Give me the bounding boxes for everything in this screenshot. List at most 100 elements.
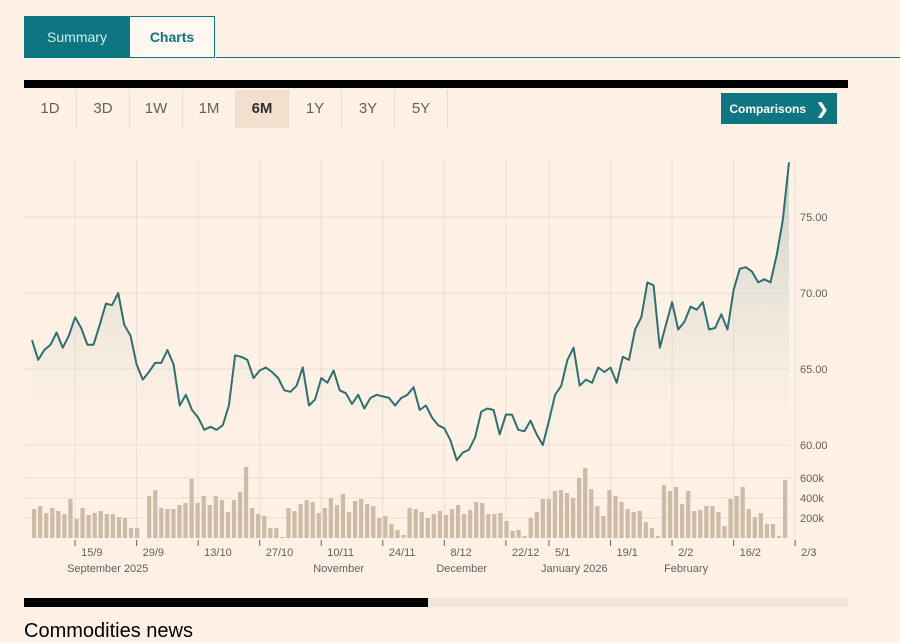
volume-bar [195, 503, 200, 538]
volume-bar [292, 511, 297, 538]
volume-bar [431, 514, 436, 538]
volume-bar [286, 508, 291, 538]
volume-tick-label: 600k [800, 473, 824, 485]
volume-bar [776, 536, 782, 538]
scrollbar-thumb[interactable] [24, 598, 428, 607]
volume-bar [492, 514, 497, 538]
volume-bar [340, 494, 346, 538]
period-selector: 1D 3D 1W 1M 6M 1Y 3Y 5Y [24, 90, 448, 128]
view-tabs: Summary Charts [24, 16, 215, 58]
x-tick-label: 29/9 [143, 547, 164, 559]
volume-bar [201, 496, 206, 538]
volume-bar [419, 512, 424, 538]
volume-bar [159, 508, 164, 538]
volume-bar [389, 524, 394, 538]
volume-bar [377, 518, 382, 538]
period-1d[interactable]: 1D [24, 90, 77, 128]
price-chart[interactable]: 75.00 70.00 65.00 60.00 600k 400k 200k 15/9 29/9… [0, 0, 900, 590]
chart-scrollbar[interactable] [24, 598, 848, 607]
volume-bar [746, 509, 751, 538]
month-label: November [313, 563, 364, 575]
volume-bar [461, 514, 467, 538]
volume-bar [352, 501, 358, 538]
volume-bar [679, 504, 685, 538]
volume-bar [758, 513, 763, 538]
volume-bar [480, 503, 485, 538]
volume-bar [540, 499, 545, 538]
volume-bar [498, 513, 503, 538]
volume-bar [371, 506, 376, 538]
volume-bar [153, 490, 158, 538]
volume-bar [564, 493, 570, 538]
volume-bar [401, 535, 406, 538]
volume-bar [534, 512, 539, 538]
volume-bar [268, 528, 273, 538]
volume-bar [177, 505, 182, 538]
period-6m[interactable]: 6M [236, 90, 289, 128]
volume-bar [334, 505, 340, 538]
volume-bar [183, 503, 188, 538]
volume-bar [486, 514, 491, 538]
volume-bar [225, 512, 231, 538]
volume-bar [74, 519, 79, 538]
volume-bar [449, 509, 455, 538]
volume-bar [510, 531, 515, 538]
volume-bar [740, 487, 745, 538]
volume-bar [38, 506, 43, 538]
x-tick-label: 2/2 [678, 547, 693, 559]
x-tick-label: 16/2 [740, 547, 761, 559]
volume-bar [704, 506, 709, 538]
volume-bar [104, 514, 109, 538]
volume-bar [661, 485, 667, 538]
period-1m[interactable]: 1M [183, 90, 236, 128]
volume-bar [50, 508, 55, 538]
volume-bar [207, 505, 212, 538]
month-label: February [664, 563, 709, 575]
volume-bar [116, 517, 122, 538]
volume-bar [310, 502, 315, 538]
period-3y[interactable]: 3Y [342, 90, 395, 128]
volume-bar [607, 490, 612, 538]
period-1w[interactable]: 1W [130, 90, 183, 128]
volume-tick-label: 200k [800, 513, 824, 525]
tab-charts[interactable]: Charts [130, 16, 215, 58]
y-tick-label: 60.00 [800, 440, 828, 452]
volume-bar [92, 513, 97, 538]
volume-bar [601, 516, 606, 538]
volume-bar [165, 509, 170, 538]
volume-bar [237, 492, 243, 538]
volume-bar [667, 491, 673, 538]
volume-bar [274, 528, 279, 538]
volume-bar [395, 530, 400, 538]
volume-bar [365, 504, 370, 538]
volume-bar [552, 491, 558, 538]
volume-bar [474, 502, 479, 538]
volume-bar [770, 524, 776, 538]
x-tick-label: 24/11 [389, 547, 416, 559]
x-tick-label: 2/3 [801, 547, 816, 559]
volume-bar [583, 468, 588, 538]
volume-bar [189, 479, 194, 538]
volume-bar [56, 511, 61, 538]
volume-bar [649, 528, 654, 538]
tab-summary[interactable]: Summary [24, 16, 130, 58]
y-tick-label: 70.00 [800, 288, 828, 300]
month-label: September 2025 [67, 563, 148, 575]
volume-bar [655, 536, 661, 538]
volume-bar [262, 516, 267, 538]
volume-bar [346, 512, 352, 538]
period-3d[interactable]: 3D [77, 90, 130, 128]
volume-bar [407, 508, 412, 538]
volume-bar [570, 498, 576, 538]
volume-bar [728, 499, 733, 538]
volume-bar [455, 505, 461, 538]
period-1y[interactable]: 1Y [289, 90, 342, 128]
volume-bar [328, 498, 333, 538]
volume-bar [577, 478, 582, 538]
volume-bar [413, 509, 418, 538]
period-5y[interactable]: 5Y [395, 90, 448, 128]
volume-bar [44, 513, 49, 538]
comparisons-button[interactable]: Comparisons ❯ [721, 93, 837, 124]
volume-bar [625, 509, 630, 538]
x-tick-label: 10/11 [327, 547, 354, 559]
